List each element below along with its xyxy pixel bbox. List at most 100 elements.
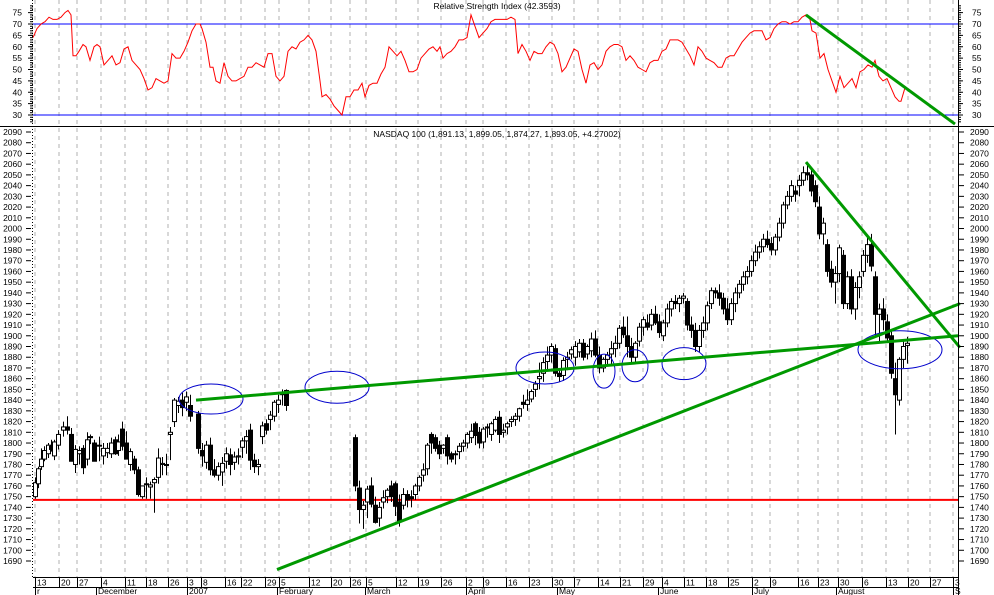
price-left-label: 1840 bbox=[3, 395, 22, 405]
candle bbox=[809, 169, 814, 197]
price-right-label: 1990 bbox=[970, 234, 989, 244]
candle-body-up bbox=[513, 415, 518, 420]
candle-body-down bbox=[429, 433, 434, 444]
candle-body-up bbox=[649, 313, 654, 326]
candle bbox=[409, 490, 414, 508]
candle-body-up bbox=[617, 327, 622, 344]
price-left-label: 2020 bbox=[3, 202, 22, 212]
candle-body-up bbox=[481, 428, 486, 443]
candle bbox=[873, 271, 878, 336]
candle bbox=[689, 316, 694, 338]
candle-body-down bbox=[397, 501, 402, 522]
rsi-right-label: 55 bbox=[972, 53, 982, 63]
date-tick-label: 5 bbox=[368, 578, 373, 588]
candle bbox=[553, 344, 558, 377]
candle bbox=[901, 341, 906, 368]
candle-body-up bbox=[168, 431, 173, 435]
candle-body-up bbox=[365, 488, 370, 503]
candle bbox=[697, 325, 702, 352]
date-tick-label: 11 bbox=[127, 578, 136, 588]
candle bbox=[457, 443, 462, 460]
date-tick-label: 27 bbox=[79, 578, 89, 588]
candle-body-down bbox=[389, 485, 394, 498]
candle bbox=[85, 432, 90, 466]
candle-body-down bbox=[284, 389, 289, 406]
candle-body-up bbox=[421, 469, 426, 476]
price-title: NASDAQ 100 (1,891.13, 1,899.05, 1,874.27… bbox=[373, 129, 621, 139]
candle-body-up bbox=[761, 238, 766, 248]
price-right-label: 1960 bbox=[970, 266, 989, 276]
candle-body-up bbox=[729, 303, 734, 321]
candle-body-up bbox=[737, 283, 742, 294]
candle bbox=[793, 185, 798, 202]
candle-body-up bbox=[529, 391, 534, 400]
candle bbox=[889, 330, 894, 379]
price-right-label: 1780 bbox=[970, 459, 989, 469]
candle bbox=[785, 190, 790, 210]
candle-body-up bbox=[268, 414, 273, 420]
candle bbox=[881, 298, 886, 331]
candle bbox=[693, 322, 698, 352]
date-tick-label: 29 bbox=[267, 578, 277, 588]
candle-body-down bbox=[92, 442, 97, 462]
candle-body-up bbox=[42, 450, 47, 460]
price-left-label: 1860 bbox=[3, 374, 22, 384]
date-tick-label: 20 bbox=[333, 578, 343, 588]
candle-body-up bbox=[897, 358, 902, 401]
date-tick-label: 4 bbox=[664, 578, 669, 588]
date-tick-label: 18 bbox=[148, 578, 158, 588]
date-tick-label: 26 bbox=[170, 578, 180, 588]
month-label: August bbox=[838, 586, 865, 595]
date-tick-label: 12 bbox=[311, 578, 321, 588]
candle bbox=[232, 451, 237, 470]
candle-body-up bbox=[905, 342, 910, 346]
price-trendline bbox=[195, 334, 959, 402]
highlight-ellipse bbox=[304, 370, 370, 404]
candle-body-up bbox=[753, 251, 758, 262]
rsi-left-label: 30 bbox=[13, 110, 23, 120]
price-right-label: 2040 bbox=[970, 181, 989, 191]
candle bbox=[124, 431, 129, 460]
price-left-label: 1690 bbox=[3, 556, 22, 566]
candle-body-down bbox=[721, 297, 726, 310]
candle-body-down bbox=[88, 436, 93, 439]
highlight-ellipse bbox=[857, 330, 943, 370]
price-panel: NASDAQ 100 (1,891.13, 1,899.05, 1,874.27… bbox=[33, 129, 962, 571]
month-label: March bbox=[367, 586, 391, 595]
candle bbox=[761, 233, 766, 253]
candle-body-down bbox=[893, 378, 898, 396]
candle-body-up bbox=[156, 457, 161, 478]
rsi-line bbox=[32, 9, 906, 117]
rsi-right-label: 35 bbox=[972, 99, 982, 109]
candle bbox=[509, 416, 514, 427]
price-right-label: 2020 bbox=[970, 202, 989, 212]
candle-body-down bbox=[829, 268, 834, 283]
candle bbox=[769, 237, 774, 256]
candle bbox=[276, 394, 281, 413]
candle-body-up bbox=[681, 295, 686, 299]
candle bbox=[220, 456, 225, 486]
candle bbox=[268, 410, 273, 431]
candle-body-up bbox=[164, 463, 169, 466]
price-right-label: 1870 bbox=[970, 363, 989, 373]
candle bbox=[377, 502, 382, 527]
price-right-label: 2030 bbox=[970, 191, 989, 201]
candle bbox=[681, 292, 686, 304]
candle-body-down bbox=[449, 453, 454, 460]
rsi-left-label: 35 bbox=[13, 99, 23, 109]
candle bbox=[260, 421, 265, 445]
candle-body-up bbox=[501, 429, 506, 433]
candle-body-up bbox=[697, 329, 702, 348]
candle bbox=[617, 325, 622, 349]
price-right-label: 1980 bbox=[970, 245, 989, 255]
candle-body-up bbox=[745, 270, 750, 278]
price-left-label: 2080 bbox=[3, 138, 22, 148]
candle-body-up bbox=[821, 222, 826, 235]
candle bbox=[65, 416, 70, 435]
month-label: S bbox=[955, 586, 961, 595]
price-left-label: 1940 bbox=[3, 288, 22, 298]
candle-body-up bbox=[272, 401, 277, 417]
candle-body-up bbox=[244, 436, 249, 442]
candle-body-down bbox=[693, 329, 698, 348]
